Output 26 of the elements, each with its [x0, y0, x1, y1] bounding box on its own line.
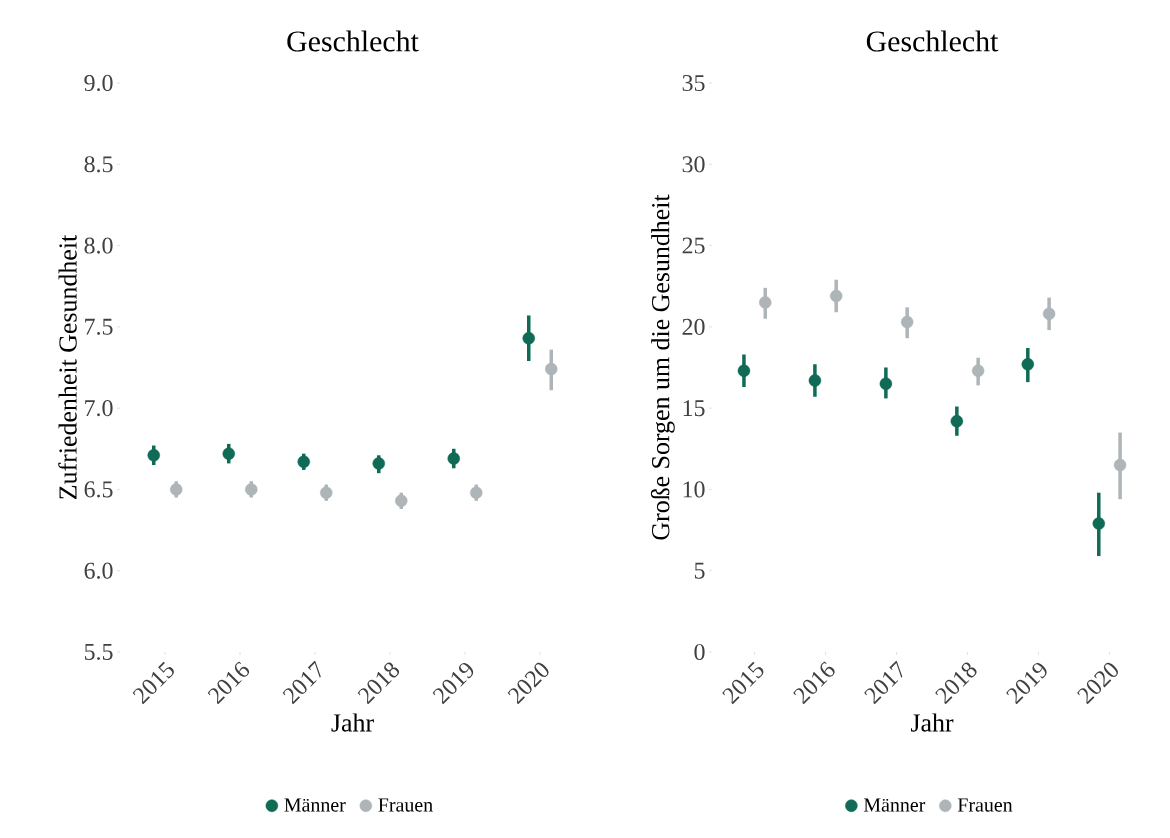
- y-tick-label: 35: [682, 74, 705, 92]
- legend-label: Frauen: [378, 798, 433, 812]
- y-tick-label: 6.0: [84, 562, 113, 579]
- y-tick-label: 15: [683, 400, 705, 417]
- y-tick-label: 20: [682, 318, 705, 335]
- y-tick-label: 5: [694, 562, 705, 579]
- chart-title: Geschlecht: [866, 30, 999, 52]
- legend-label: Männer: [284, 798, 346, 812]
- legend-label: Männer: [863, 798, 926, 812]
- y-tick-label: 8.5: [84, 156, 113, 173]
- y-tick-label: 30: [682, 156, 705, 173]
- y-axis-title: Große Sorgen um die Gesundheit: [650, 194, 675, 540]
- y-tick-label: 9.0: [84, 74, 113, 92]
- x-axis-title: Jahr: [331, 713, 374, 732]
- y-tick-label: 25: [682, 237, 705, 254]
- y-axis-title: Zufriedenheit Gesundheit: [58, 234, 77, 499]
- y-tick-label: 6.5: [84, 481, 113, 498]
- y-tick-label: 5.5: [84, 644, 113, 660]
- y-tick-label: 7.0: [85, 400, 113, 417]
- y-tick-label: 7.5: [85, 318, 113, 335]
- x-axis-title: Jahr: [910, 713, 954, 732]
- y-tick-label: 8.0: [84, 237, 113, 254]
- legend-label: Frauen: [957, 798, 1013, 812]
- y-tick-label: 0: [694, 643, 705, 661]
- y-tick-label: 10: [683, 481, 705, 498]
- chart-title: Geschlecht: [287, 30, 419, 52]
